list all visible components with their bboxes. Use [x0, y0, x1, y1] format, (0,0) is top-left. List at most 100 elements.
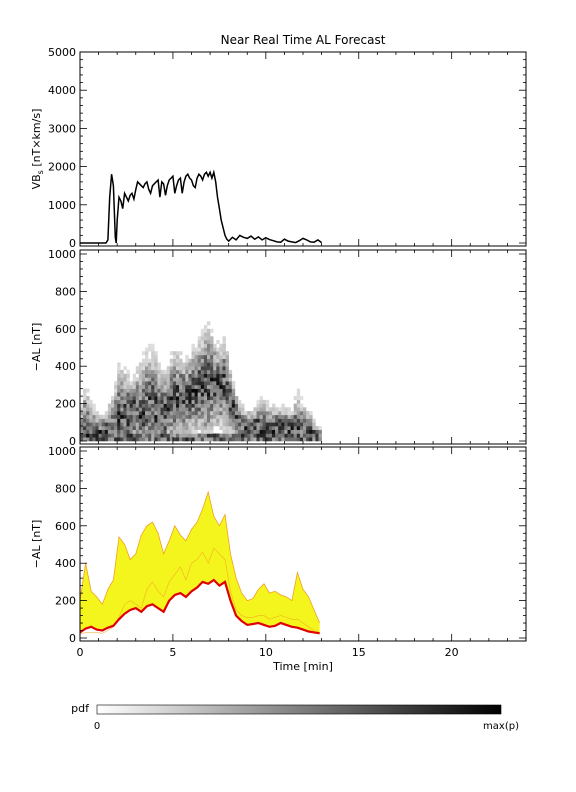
heatmap-cell [83, 411, 87, 416]
heatmap-cell [169, 369, 174, 374]
heatmap-cell [253, 422, 257, 427]
vbs-y-tick-label: 3000 [48, 122, 76, 135]
heatmap-cell [160, 388, 164, 393]
heatmap-cell [228, 418, 233, 423]
heatmap-cell [83, 403, 87, 408]
heatmap-cell [179, 351, 183, 356]
heatmap-cell [188, 377, 192, 382]
heatmap-cell [191, 407, 195, 412]
heatmap-cell [141, 381, 146, 386]
heatmap-cell [135, 426, 140, 430]
heatmap-cell [135, 366, 140, 371]
heatmap-cell [179, 403, 183, 408]
heatmap-cell [185, 377, 189, 382]
heatmap-cell [210, 336, 214, 341]
heatmap-cell [225, 351, 229, 356]
forecast-y-tick-label: 600 [55, 520, 76, 533]
heatmap-cell [222, 366, 226, 371]
heatmap-cell [160, 403, 164, 408]
heatmap-cell [287, 418, 291, 423]
heatmap-cell [169, 411, 174, 416]
heatmap-cell [293, 411, 298, 416]
heatmap-cell [219, 362, 223, 367]
heatmap-cell [272, 426, 276, 430]
heatmap-cell [256, 433, 260, 438]
heatmap-cell [296, 411, 301, 416]
heatmap-cell [290, 433, 294, 438]
heatmap-cell [163, 392, 167, 397]
heatmap-cell [253, 437, 257, 442]
heatmap-cell [117, 437, 121, 442]
heatmap-cell [135, 396, 140, 401]
heatmap-cell [231, 414, 236, 419]
heatmap-cell [296, 429, 301, 434]
heatmap-cell [163, 422, 167, 427]
heatmap-cell [259, 422, 263, 427]
heatmap-cell [213, 355, 217, 359]
heatmap-cell [111, 396, 115, 401]
heatmap-cell [228, 388, 233, 393]
heatmap-cell [83, 426, 87, 430]
heatmap-cell [203, 369, 208, 374]
heatmap-cell [213, 433, 217, 438]
heatmap-cell [120, 433, 124, 438]
heatmap-cell [200, 358, 205, 363]
heatmap-cell [293, 426, 298, 430]
heatmap-cell [169, 373, 174, 378]
heatmap-cell [151, 377, 155, 382]
heatmap-cell [151, 399, 155, 404]
heatmap-cell [281, 433, 285, 438]
heatmap-cell [188, 411, 192, 416]
heatmap-cell [135, 377, 140, 382]
heatmap-cell [176, 355, 180, 359]
heatmap-cell [287, 422, 291, 427]
heatmap-cell [179, 437, 183, 442]
heatmap-cell [268, 422, 273, 427]
heatmap-cell [296, 437, 301, 442]
heatmap-cell [278, 437, 282, 442]
heatmap-cell [145, 414, 149, 419]
heatmap-cell [148, 384, 152, 389]
heatmap-cell [247, 426, 251, 430]
heatmap-cell [219, 369, 223, 374]
heatmap-cell [207, 407, 211, 412]
heatmap-cell [275, 411, 279, 416]
heatmap-cell [145, 403, 149, 408]
heatmap-cell [179, 426, 183, 430]
heatmap-cell [256, 437, 260, 442]
heatmap-cell [203, 399, 208, 404]
heatmap-cell [151, 366, 155, 371]
heatmap-cell [244, 418, 248, 423]
heatmap-cell [210, 388, 214, 393]
heatmap-cell [114, 381, 118, 386]
heatmap-cell [117, 377, 121, 382]
heatmap-cell [296, 418, 301, 423]
heatmap-cell [213, 351, 217, 356]
heatmap-cell [191, 358, 195, 363]
heatmap-cell [225, 388, 229, 393]
heatmap-cell [160, 437, 164, 442]
heatmap-cell [154, 399, 158, 404]
heatmap-cell [176, 362, 180, 367]
heatmap-cell [89, 426, 93, 430]
heatmap-cell [210, 407, 214, 412]
heatmap-cell [123, 433, 127, 438]
heatmap-cell [303, 407, 307, 412]
heatmap-cell [138, 426, 143, 430]
heatmap-cell [138, 392, 143, 397]
heatmap-cell [191, 362, 195, 367]
heatmap-cell [299, 407, 304, 412]
heatmap-cell [293, 429, 298, 434]
heatmap-cell [179, 399, 183, 404]
heatmap-cell [306, 433, 310, 438]
heatmap-cell [151, 388, 155, 393]
heatmap-cell [123, 426, 127, 430]
heatmap-cell [163, 369, 167, 374]
heatmap-cell [222, 373, 226, 378]
heatmap-cell [188, 384, 192, 389]
heatmap-cell [200, 396, 205, 401]
heatmap-cell [132, 418, 137, 423]
heatmap-cell [188, 388, 192, 393]
heatmap-cell [169, 358, 174, 363]
heatmap-cell [299, 396, 304, 401]
